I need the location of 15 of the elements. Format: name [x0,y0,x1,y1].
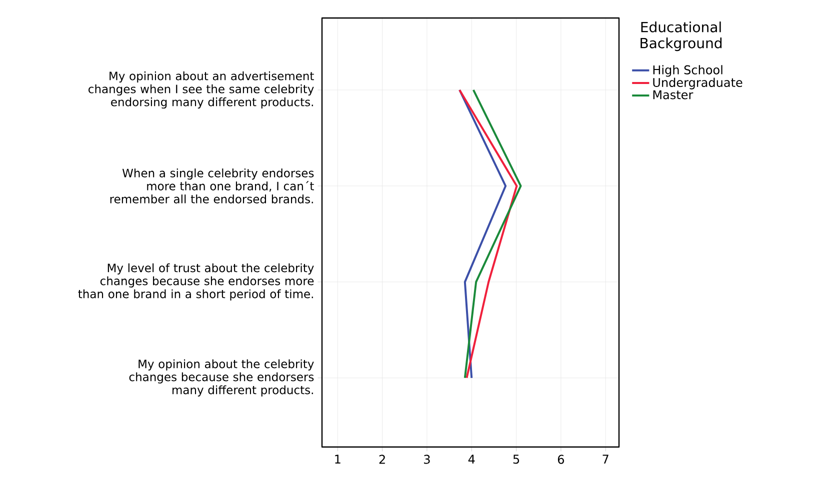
x-tick-label: 1 [335,454,340,464]
legend-label: High School [653,65,722,77]
x-tick-label: 7 [602,454,608,464]
y-tick-label: My level of trust about the celebrity changes because she endorses more than one brand in a short period of time. [78,263,314,300]
legend-title: Educational Background [640,22,722,52]
x-tick-label: 2 [379,454,385,464]
x-tick-label: 3 [424,454,430,464]
y-tick-label: When a single celebrity endorses more than one brand, I can´t remember all the endorsed brands. [110,168,314,204]
y-tick-label: My opinion about the celebrity changes because she endorsers many different products. [129,359,314,396]
legend-label: Undergraduate [653,78,742,90]
y-tick-label: My opinion about an advertisement changes when I see the same celebrity endorsing many different products. [88,71,314,109]
x-tick-label: 6 [558,454,564,464]
x-tick-label: 4 [468,454,475,464]
legend-label: Master [653,90,694,100]
x-tick-label: 5 [513,454,520,464]
